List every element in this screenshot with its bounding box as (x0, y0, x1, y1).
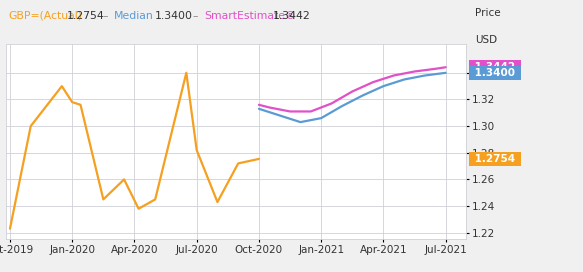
Text: Median: Median (114, 11, 153, 21)
Text: 1.3400: 1.3400 (471, 68, 519, 78)
Text: 1.3442: 1.3442 (471, 62, 519, 72)
Text: 1.2754: 1.2754 (471, 154, 519, 164)
Text: 1.3442: 1.3442 (273, 11, 311, 21)
Text: 1.3400: 1.3400 (154, 11, 192, 21)
Text: –: – (192, 11, 198, 21)
Text: GBP=(Actual): GBP=(Actual) (9, 11, 83, 21)
Text: USD: USD (475, 35, 497, 45)
Text: –: – (102, 11, 107, 21)
Text: SmartEstimate®: SmartEstimate® (204, 11, 296, 21)
Text: 1.2754: 1.2754 (67, 11, 105, 21)
Text: Price: Price (475, 8, 501, 18)
